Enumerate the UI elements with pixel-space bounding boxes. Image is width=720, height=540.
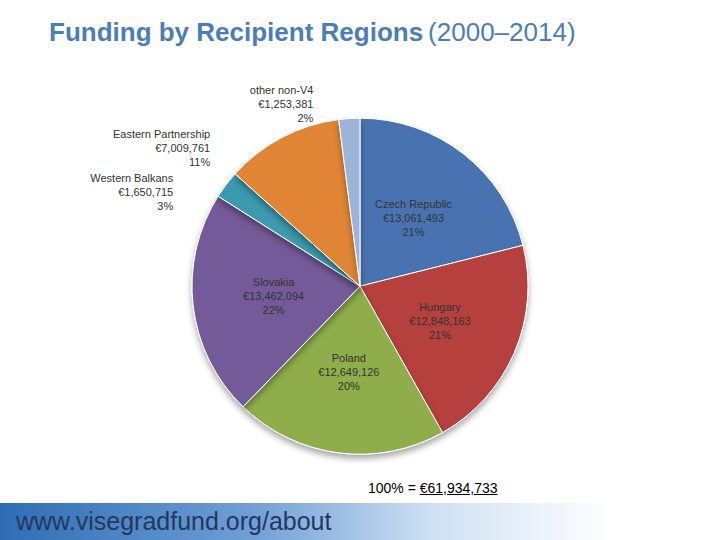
svg-text:21%: 21% [402,226,424,238]
svg-text:€12,848,163: €12,848,163 [409,315,470,327]
svg-text:Western Balkans: Western Balkans [90,172,173,184]
svg-text:€1,650,715: €1,650,715 [118,186,173,198]
svg-text:21%: 21% [429,329,451,341]
svg-text:11%: 11% [189,156,210,168]
svg-text:Eastern Partnership: Eastern Partnership [113,128,210,140]
html-text:100% = €61,934,733: 100% = €61,934,733 [368,480,498,496]
svg-text:Slovakia: Slovakia [253,276,295,288]
svg-text:(2000–2014): (2000–2014) [428,17,575,47]
svg-text:€7,009,761: €7,009,761 [155,142,210,154]
svg-text:22%: 22% [263,304,285,316]
svg-text:Hungary: Hungary [419,301,461,313]
svg-text:Czech Republic: Czech Republic [375,198,453,210]
svg-text:3%: 3% [157,200,173,212]
svg-text:€13,462,094: €13,462,094 [243,290,304,302]
html-text:www.visegradfund.org/about: www.visegradfund.org/about [16,507,332,535]
svg-text:Funding by Recipient Regions: Funding by Recipient Regions [49,17,423,47]
svg-text:20%: 20% [338,380,360,392]
svg-text:Poland: Poland [332,352,366,364]
svg-text:€13,061,493: €13,061,493 [383,212,444,224]
svg-text:€12,649,126: €12,649,126 [318,366,379,378]
svg-text:other non-V4: other non-V4 [250,84,314,96]
svg-text:€1,253,381: €1,253,381 [258,98,313,110]
svg-text:2%: 2% [297,112,313,124]
